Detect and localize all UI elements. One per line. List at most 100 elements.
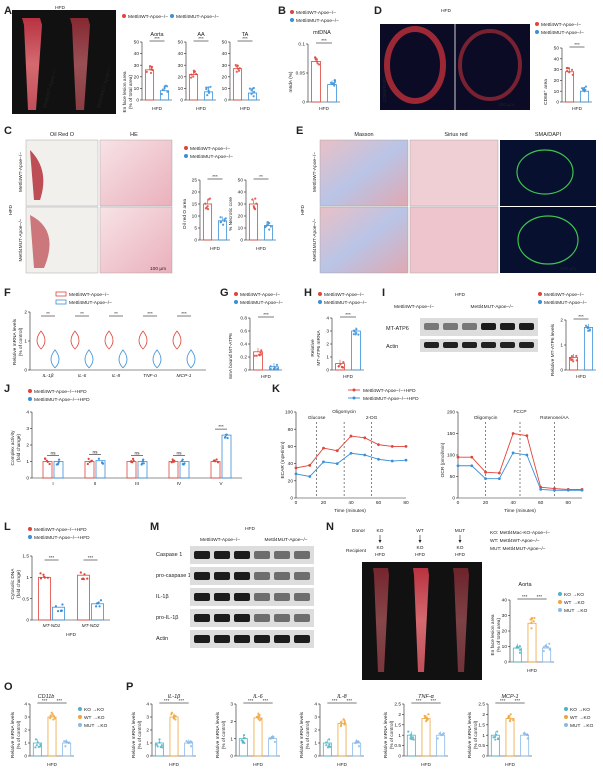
chart-j-sig-label: ns: [176, 452, 182, 457]
blot-i-band-mt-atp6: [519, 323, 534, 330]
chart-o-point: [53, 717, 56, 720]
lane-label-i-mut: Mettl4MUT-Apoe−/−: [471, 304, 514, 310]
chart-f-gene-label: IL-6: [78, 373, 87, 379]
chart-j-bar: [221, 434, 232, 479]
chart-p-hfd-label: HFD: [169, 762, 179, 768]
legend-g-mut: Mettl4MUT-Apoe−/−: [240, 300, 283, 306]
blot-m-band: [274, 551, 290, 559]
chart-g-point: [275, 363, 279, 367]
chart-a-aa-tick-label: 10: [178, 86, 184, 92]
panel-e: E Masson Sirius red SMA/DAPI 100 μm HFD …: [296, 125, 596, 274]
chart-k-ocr-tick-label: 100: [447, 453, 455, 459]
chart-j-point: [55, 463, 58, 466]
chart-p-2-tick-label: 3: [314, 715, 317, 721]
chart-f-violin: [36, 330, 46, 350]
recipient-n-label: KO: [417, 545, 424, 551]
chart-n-point: [532, 620, 535, 623]
chart-p-hfd-label: HFD: [421, 762, 431, 768]
chart-p-2-tick-label: 1: [314, 741, 317, 747]
chart-a-aa-point: [195, 72, 198, 76]
chart-c-oil-tick-label: 20: [192, 190, 198, 196]
chart-o-point: [49, 716, 52, 720]
blot-m-band: [294, 635, 310, 643]
chart-k-ocr-injection-label: FCCP: [513, 409, 526, 415]
chart-j-point: [171, 458, 174, 461]
hfd-label-a: HFD: [55, 5, 65, 11]
chart-c-necrotic-tick-label: 30: [238, 202, 244, 208]
blot-m-band: [214, 614, 230, 622]
blot-m-band: [194, 614, 210, 622]
chart-a-ta-point: [253, 90, 256, 93]
ylabel-a: En face lesion area: [122, 71, 128, 112]
chart-p-2-bar: [337, 723, 347, 757]
hfd-label-m: HFD: [245, 526, 255, 532]
chart-o-tick-label: 1: [24, 741, 27, 747]
chart-d-tick-label: 10: [554, 89, 560, 95]
chart-p-4-tick-label: 0: [482, 754, 485, 760]
panel-j: J Mettl4WT-Apoe−/−+HFD Mettl4MUT-Apoe−/−…: [4, 383, 242, 487]
chart-d-point: [584, 85, 588, 88]
chart-l-point: [61, 603, 64, 606]
chart-p-ylabel: Relative mRNA levels: [131, 711, 137, 758]
chart-p-2-point: [343, 723, 346, 726]
chart-p-0-tick-label: 1: [146, 741, 149, 747]
chart-d-tick-label: 0: [556, 100, 559, 106]
chart-k: 0 20 40 60 80 100 0 20 40 60 80 Glucose Oligomycin 2-…: [285, 409, 584, 506]
chart-a-ta-tick-label: 10: [222, 86, 228, 92]
chart-j-point: [181, 462, 184, 466]
chart-n-point: [542, 645, 545, 649]
chart-a-aa-tick-label: 30: [178, 63, 184, 69]
chart-k-ecar-injection-label: 2-DG: [366, 415, 378, 421]
panel-label-f: F: [4, 287, 11, 299]
chart-p-4-point: [494, 738, 497, 741]
chart-a-ta-tick-label: 40: [222, 51, 228, 57]
chart-p-3-point: [425, 716, 429, 719]
chart-l-point: [56, 610, 60, 613]
chart-p-4-sig-label: ***: [515, 698, 521, 704]
chart-j-point: [58, 458, 61, 461]
legend-f-wt: Mettl4WT-Apoe−/−: [69, 292, 109, 298]
chart-i-point: [584, 324, 588, 327]
blot-m-band: [214, 635, 230, 643]
chart-p-0-point: [155, 743, 158, 746]
chart-o-point: [67, 741, 71, 744]
chart-k-ecar-tick-label: 60: [288, 444, 294, 450]
chart-a-ta-point: [248, 87, 252, 90]
chart-p-1-tick-label: 3: [230, 702, 233, 708]
chart-a-ta-point: [250, 92, 253, 96]
blot-i-band-actin: [519, 342, 534, 348]
chart-p-2-sig-label: ***: [347, 698, 353, 704]
panel-l: L Mettl4WT-Apoe−/−+HFD Mettl4MUT-Apoe−/−…: [4, 521, 110, 638]
chart-a-aa-point: [207, 89, 210, 92]
chart-l-tick-label: 1: [26, 575, 29, 581]
chart-j-category-label: V: [219, 481, 223, 487]
chart-l-bar: [91, 603, 104, 621]
chart-c-oil-bar: [217, 220, 228, 241]
chart-p-title: IL-6: [253, 694, 263, 700]
recipient-label: Recipient: [346, 548, 367, 554]
chart-j-point: [90, 460, 93, 463]
chart-k-ocr-point: [511, 451, 515, 455]
chart-j-point: [226, 436, 229, 440]
chart-l-hfd-label: HFD: [66, 632, 76, 638]
chart-k-ecar-x-tick-label: 60: [376, 500, 382, 506]
chart-p-1-tick-label: 0: [230, 754, 233, 760]
chart-f-tick-label: 2: [24, 310, 27, 316]
chart-g-tick-label: 0.4: [240, 342, 247, 348]
chart-a: 01020304050Aorta***HFD01020304050AA***HF…: [134, 32, 260, 112]
blot-m-band: [214, 572, 230, 580]
chart-o-tick-label: 0: [24, 754, 27, 760]
chart-a-aa-point: [190, 76, 193, 79]
panel-n: N Donor Recipient KOKOHFDWTKOHFDMUTKOHFD…: [326, 521, 588, 680]
chart-g-point: [260, 353, 263, 356]
chart-c-necrotic-point: [268, 222, 271, 225]
svg-text:Mettl4MUT-Apoe−/−: Mettl4MUT-Apoe−/−: [176, 14, 219, 20]
chart-p-4-tick-label: 0.5: [478, 743, 485, 749]
chart-k-ocr-tick-label: 50: [450, 474, 456, 480]
blot-m-band: [254, 551, 270, 559]
chart-p-ylabel: Relative mRNA levels: [215, 711, 221, 758]
chart-a-aorta-point: [163, 86, 166, 90]
chart-a-aorta-tick-label: 0: [136, 98, 139, 104]
chart-g-point: [259, 351, 262, 354]
ylabel-a-2: (% of total area): [128, 75, 134, 110]
